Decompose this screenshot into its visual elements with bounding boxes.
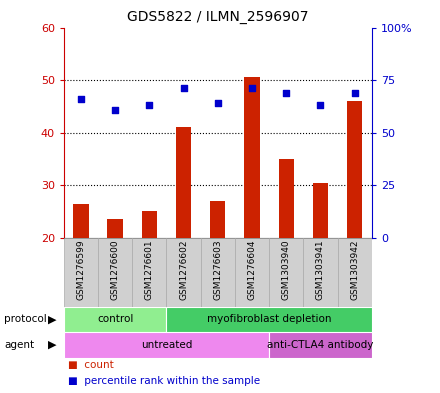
Bar: [201, 238, 235, 307]
Text: anti-CTLA4 antibody: anti-CTLA4 antibody: [267, 340, 374, 350]
Point: [214, 100, 221, 107]
Bar: [98, 238, 132, 307]
Text: GSM1276600: GSM1276600: [110, 240, 120, 301]
Text: ▶: ▶: [48, 314, 56, 324]
Bar: [107, 219, 123, 238]
Bar: [64, 307, 166, 332]
Text: GSM1276602: GSM1276602: [179, 240, 188, 300]
Text: untreated: untreated: [141, 340, 192, 350]
Text: GSM1303940: GSM1303940: [282, 240, 291, 301]
Text: GSM1303941: GSM1303941: [316, 240, 325, 301]
Text: ■  percentile rank within the sample: ■ percentile rank within the sample: [68, 376, 260, 386]
Bar: [166, 238, 201, 307]
Text: GSM1276601: GSM1276601: [145, 240, 154, 301]
Bar: [337, 238, 372, 307]
Text: GSM1276604: GSM1276604: [248, 240, 257, 300]
Bar: [176, 127, 191, 238]
Point: [77, 96, 84, 102]
Point: [146, 102, 153, 108]
Text: control: control: [97, 314, 133, 324]
Bar: [347, 101, 363, 238]
Bar: [142, 211, 157, 238]
Text: protocol: protocol: [4, 314, 47, 324]
Point: [249, 85, 256, 92]
Text: GSM1276603: GSM1276603: [213, 240, 222, 301]
Bar: [244, 77, 260, 238]
Bar: [313, 183, 328, 238]
Text: myofibroblast depletion: myofibroblast depletion: [207, 314, 331, 324]
Bar: [303, 238, 337, 307]
Bar: [64, 332, 269, 358]
Text: ■  count: ■ count: [68, 360, 114, 369]
Text: GSM1303942: GSM1303942: [350, 240, 359, 300]
Bar: [166, 307, 372, 332]
Bar: [269, 238, 303, 307]
Text: agent: agent: [4, 340, 34, 350]
Point: [351, 90, 358, 96]
Text: ▶: ▶: [48, 340, 56, 350]
Point: [283, 90, 290, 96]
Bar: [210, 201, 225, 238]
Bar: [64, 238, 98, 307]
Point: [180, 85, 187, 92]
Bar: [73, 204, 88, 238]
Bar: [279, 159, 294, 238]
Text: GSM1276599: GSM1276599: [77, 240, 85, 301]
Bar: [132, 238, 166, 307]
Bar: [269, 332, 372, 358]
Title: GDS5822 / ILMN_2596907: GDS5822 / ILMN_2596907: [127, 10, 308, 24]
Bar: [235, 238, 269, 307]
Point: [317, 102, 324, 108]
Point: [112, 107, 119, 113]
